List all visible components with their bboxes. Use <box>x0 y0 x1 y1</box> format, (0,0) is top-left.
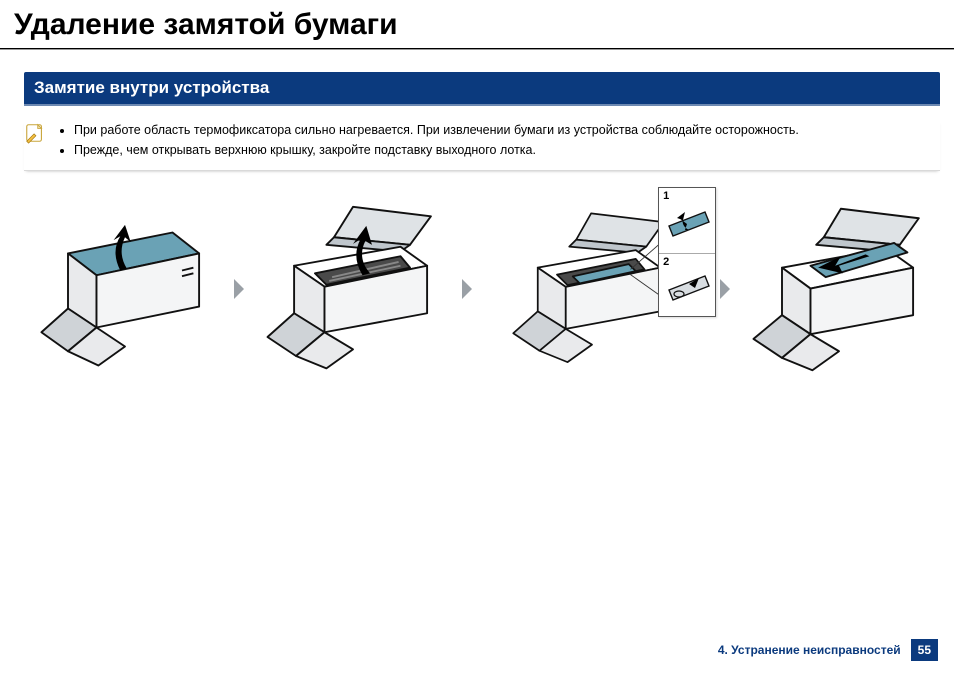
footer-page-number: 55 <box>911 639 938 661</box>
note-item: Прежде, чем открывать верхнюю крышку, за… <box>74 140 799 160</box>
section-underline <box>24 104 940 106</box>
note-icon <box>24 122 46 144</box>
callout-cell-1: 1 <box>659 188 715 254</box>
step-1 <box>24 202 226 377</box>
footer-chapter: 4. Устранение неисправностей <box>718 643 901 657</box>
step-3: 1 2 <box>480 197 712 382</box>
callout-cell-2: 2 <box>659 254 715 319</box>
note-item: При работе область термофиксатора сильно… <box>74 120 799 140</box>
page-title: Удаление замятой бумаги <box>0 0 954 48</box>
note-list: При работе область термофиксатора сильно… <box>56 120 799 160</box>
step-arrow <box>232 277 246 301</box>
steps-row: 1 2 <box>24 189 940 389</box>
step-arrow <box>460 277 474 301</box>
title-rule <box>0 48 954 50</box>
printer-step2-illustration <box>258 197 448 382</box>
section-heading: Замятие внутри устройства <box>24 72 940 104</box>
page-footer: 4. Устранение неисправностей 55 <box>718 639 938 661</box>
callout-box: 1 2 <box>658 187 716 317</box>
callout-number: 1 <box>663 190 669 202</box>
printer-step1-illustration <box>30 202 220 377</box>
step-4 <box>738 197 940 382</box>
step-2 <box>252 197 454 382</box>
step-arrow <box>718 277 732 301</box>
callout-number: 2 <box>663 256 669 268</box>
printer-step4-illustration <box>744 197 934 382</box>
note-block: При работе область термофиксатора сильно… <box>24 120 940 171</box>
